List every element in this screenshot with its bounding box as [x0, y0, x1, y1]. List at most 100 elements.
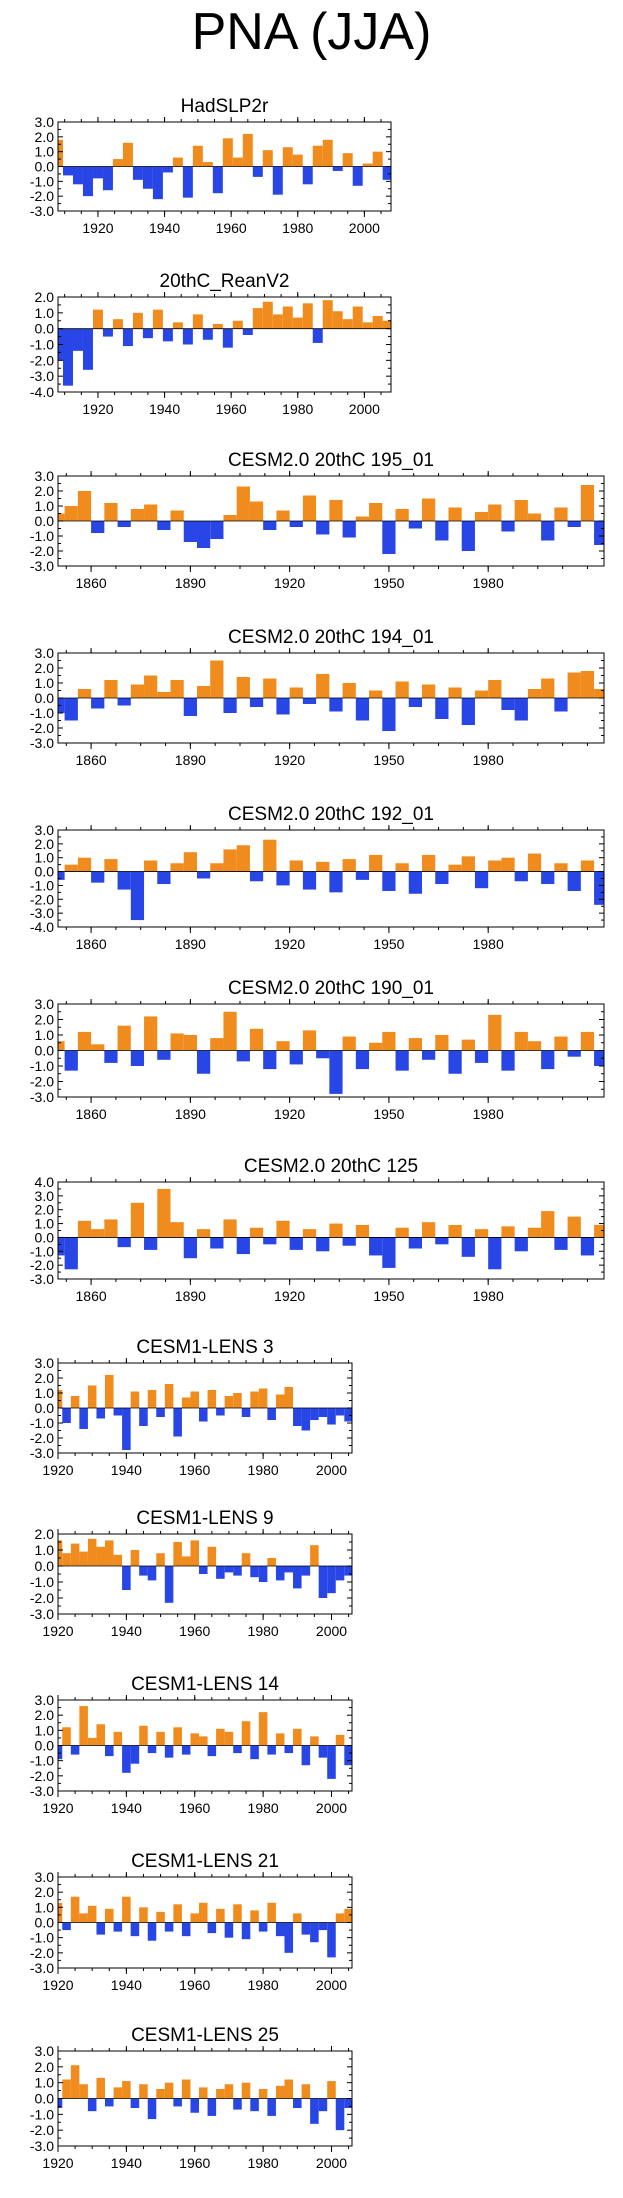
data-bar — [301, 1408, 311, 1431]
data-bar — [263, 678, 277, 698]
x-tick-label: 2000 — [316, 1800, 347, 1816]
y-tick-label: 2.0 — [35, 1012, 55, 1028]
chart-panel: CESM2.0 20thC 195_01 3.02.01.00.0-1.0-2.0… — [30, 450, 605, 591]
data-bar — [173, 1904, 182, 1923]
data-bar — [422, 854, 436, 872]
data-bar — [252, 308, 263, 329]
data-bar — [199, 1902, 208, 1923]
data-bar — [335, 1913, 345, 1923]
data-bar — [408, 698, 422, 707]
data-bar — [327, 2081, 336, 2099]
data-bar — [488, 680, 502, 698]
data-bar — [408, 1038, 422, 1051]
data-bar — [112, 319, 123, 329]
data-bar — [58, 1237, 65, 1256]
data-bar — [162, 166, 173, 173]
data-bar — [62, 166, 73, 176]
data-bar — [527, 1227, 542, 1238]
data-bar — [91, 871, 105, 883]
y-tick-label: -3.0 — [30, 735, 54, 751]
data-bar — [352, 306, 363, 329]
data-bar — [77, 857, 92, 872]
data-bar — [327, 1922, 336, 1958]
data-bar — [173, 1408, 182, 1437]
data-bar — [139, 1408, 148, 1426]
y-tick-label: -1.0 — [30, 1574, 54, 1590]
data-bar — [318, 1922, 328, 1931]
x-tick-label: 1940 — [149, 220, 180, 236]
x-tick-label: 1980 — [248, 1800, 279, 1816]
data-bar — [329, 871, 343, 893]
chart-title: CESM1-LENS 9 — [136, 1508, 273, 1529]
y-tick-label: 0.0 — [35, 159, 55, 175]
data-bar — [316, 674, 330, 698]
x-tick-label: 1890 — [175, 752, 206, 768]
x-tick-label: 2000 — [349, 401, 380, 417]
data-bar — [181, 1745, 191, 1755]
data-bar — [70, 1543, 80, 1566]
data-bar — [554, 698, 568, 712]
data-bar — [64, 698, 78, 721]
data-bar — [554, 1237, 568, 1250]
data-bar — [302, 166, 313, 185]
data-bar — [474, 1229, 489, 1238]
data-bar — [335, 2098, 345, 2131]
data-bar — [132, 166, 143, 180]
y-tick-label: -2.0 — [30, 1768, 54, 1784]
data-bar — [196, 871, 211, 879]
y-tick-label: -3.0 — [30, 905, 54, 921]
data-bar — [276, 871, 290, 886]
x-tick-label: 2000 — [316, 2155, 347, 2171]
data-bar — [580, 671, 595, 698]
data-bar — [329, 500, 343, 521]
chart-panel: CESM2.0 20thC 192_01 3.02.01.00.0-1.0-2.0… — [30, 804, 605, 952]
data-bar — [58, 1390, 63, 1408]
data-bar — [395, 1227, 409, 1238]
data-bar — [183, 1035, 197, 1051]
data-bar — [250, 1391, 259, 1408]
data-bar — [172, 157, 183, 167]
data-bar — [293, 1566, 302, 1589]
data-bar — [293, 1408, 302, 1426]
y-tick-label: -3.0 — [30, 558, 54, 574]
data-bar — [223, 698, 237, 713]
y-tick-label: 0.0 — [35, 2091, 55, 2107]
data-bar — [382, 871, 396, 891]
x-tick-label: 1980 — [282, 401, 313, 417]
data-bar — [372, 316, 383, 329]
data-bar — [77, 689, 92, 698]
data-bar — [369, 1042, 383, 1051]
data-bar — [170, 510, 184, 521]
chart-panel: CESM2.0 20thC 190_01 3.02.01.00.0-1.0-2.0… — [30, 978, 605, 1122]
y-tick-label: -1.0 — [30, 877, 54, 893]
y-tick-label: 0.0 — [35, 690, 55, 706]
data-bar — [130, 1050, 145, 1066]
data-bar — [567, 871, 581, 891]
data-bar — [461, 1237, 475, 1257]
y-tick-label: 1.0 — [35, 1542, 55, 1558]
y-tick-label: 2.0 — [35, 1202, 55, 1218]
data-bar — [79, 1706, 88, 1746]
y-tick-label: 3.0 — [35, 114, 55, 130]
data-bar — [249, 871, 264, 882]
data-bar — [554, 507, 568, 521]
x-tick-label: 1980 — [473, 575, 504, 591]
data-bar — [130, 1550, 140, 1566]
x-tick-label: 1920 — [42, 1623, 73, 1639]
data-bar — [541, 521, 555, 541]
data-bar — [263, 1050, 277, 1070]
data-bar — [79, 2084, 88, 2099]
data-bar — [408, 1237, 422, 1249]
data-bar — [58, 1540, 63, 1566]
data-bar — [156, 2089, 165, 2099]
chart-panel: CESM1-LENS 21 3.02.01.00.0-1.0-2.0-3.0192… — [30, 1851, 353, 1993]
data-bar — [164, 1922, 174, 1932]
data-bar — [62, 1727, 71, 1746]
chart-title: 20thC_ReanV2 — [160, 271, 290, 292]
data-bar — [567, 1050, 581, 1057]
data-bar — [318, 1566, 328, 1598]
data-bar — [207, 2098, 217, 2116]
data-bar — [310, 2098, 319, 2124]
data-bar — [342, 1036, 356, 1051]
